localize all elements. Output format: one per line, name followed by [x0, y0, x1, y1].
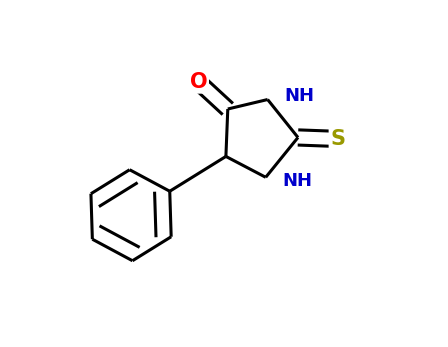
Text: O: O: [190, 72, 207, 92]
Text: S: S: [330, 129, 345, 149]
Text: NH: NH: [284, 87, 314, 105]
Text: NH: NH: [283, 172, 313, 190]
